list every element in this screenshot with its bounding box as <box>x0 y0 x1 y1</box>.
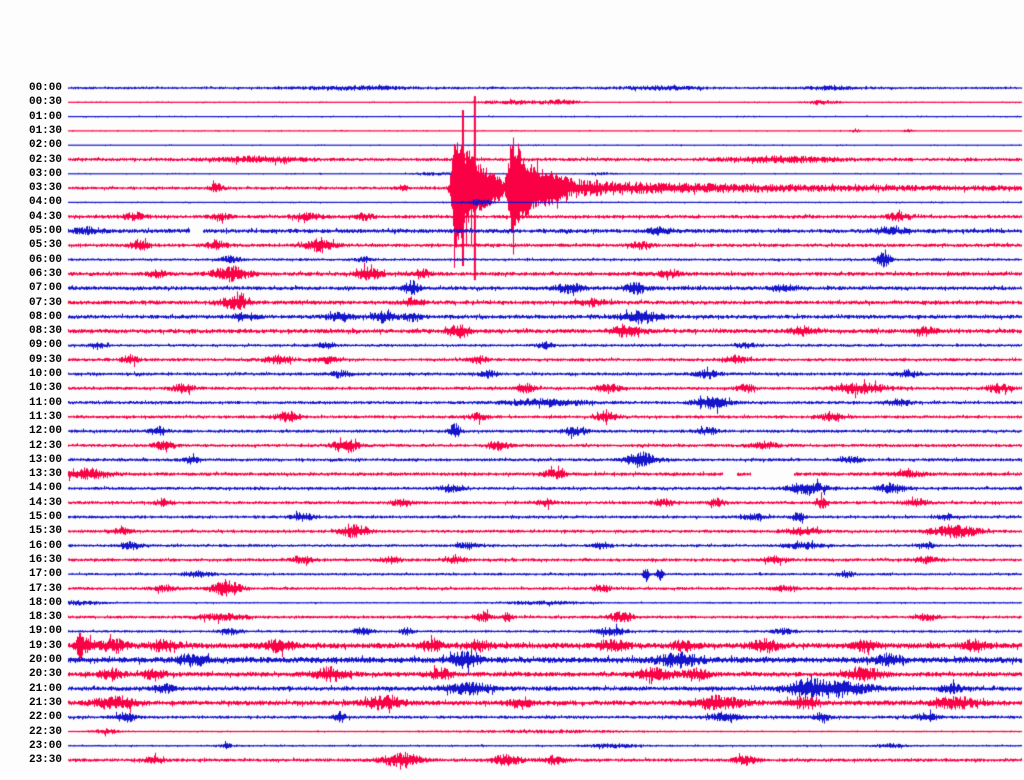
row-time-label: 05:00 <box>28 225 62 237</box>
row-time-label: 20:30 <box>28 668 62 681</box>
row-time-label: 16:30 <box>28 553 62 566</box>
row-time-label: 00:00 <box>28 82 62 94</box>
row-time-label: 11:30 <box>28 410 62 423</box>
row-time-label: 18:30 <box>28 611 62 624</box>
row-time-label: 12:30 <box>28 439 62 452</box>
row-time-label: 15:30 <box>28 525 62 538</box>
row-time-label: 10:30 <box>28 382 62 395</box>
row-time-label: 19:30 <box>28 639 62 652</box>
row-time-label: 18:00 <box>28 596 62 609</box>
row-time-label: 17:00 <box>28 568 62 581</box>
row-time-label: 13:00 <box>28 453 62 466</box>
row-time-label: 21:30 <box>28 696 62 709</box>
row-time-label: 08:00 <box>28 310 62 323</box>
row-time-label: 05:30 <box>28 239 62 252</box>
row-time-label: 20:00 <box>28 654 62 666</box>
row-time-label: 22:00 <box>28 711 62 724</box>
row-time-label: 07:00 <box>28 282 62 295</box>
row-time-label: 17:30 <box>28 582 62 595</box>
row-time-label: 08:30 <box>28 325 62 338</box>
row-time-label: 14:00 <box>28 482 62 495</box>
row-time-label: 23:30 <box>28 754 62 767</box>
row-time-label: 04:30 <box>28 210 62 223</box>
row-time-label: 09:30 <box>28 353 62 366</box>
row-time-label: 01:00 <box>28 110 62 123</box>
row-time-label: 02:30 <box>28 153 62 166</box>
row-time-label: 10:00 <box>28 368 62 380</box>
row-time-label: 00:30 <box>28 96 62 109</box>
row-time-label: 06:30 <box>28 267 62 280</box>
row-time-label: 03:00 <box>28 167 62 180</box>
row-time-label: 19:00 <box>28 625 62 638</box>
row-time-label: 11:00 <box>28 396 62 409</box>
row-time-label: 01:30 <box>28 124 62 137</box>
row-time-label: 16:00 <box>28 539 62 552</box>
row-time-label: 09:00 <box>28 339 62 352</box>
row-time-label: 06:00 <box>28 253 62 266</box>
row-time-label: 22:30 <box>28 725 62 738</box>
row-time-label: 07:30 <box>28 296 62 309</box>
row-time-label: 13:30 <box>28 468 62 481</box>
row-time-label: 14:30 <box>28 496 62 509</box>
row-time-label: 12:00 <box>28 425 62 438</box>
row-time-label: 04:00 <box>28 196 62 209</box>
row-time-label: 23:00 <box>28 739 62 752</box>
row-time-label: 21:00 <box>28 682 62 695</box>
row-time-label: 02:00 <box>28 139 62 152</box>
row-time-label: 15:00 <box>28 511 62 523</box>
row-time-label: 03:30 <box>28 182 62 195</box>
